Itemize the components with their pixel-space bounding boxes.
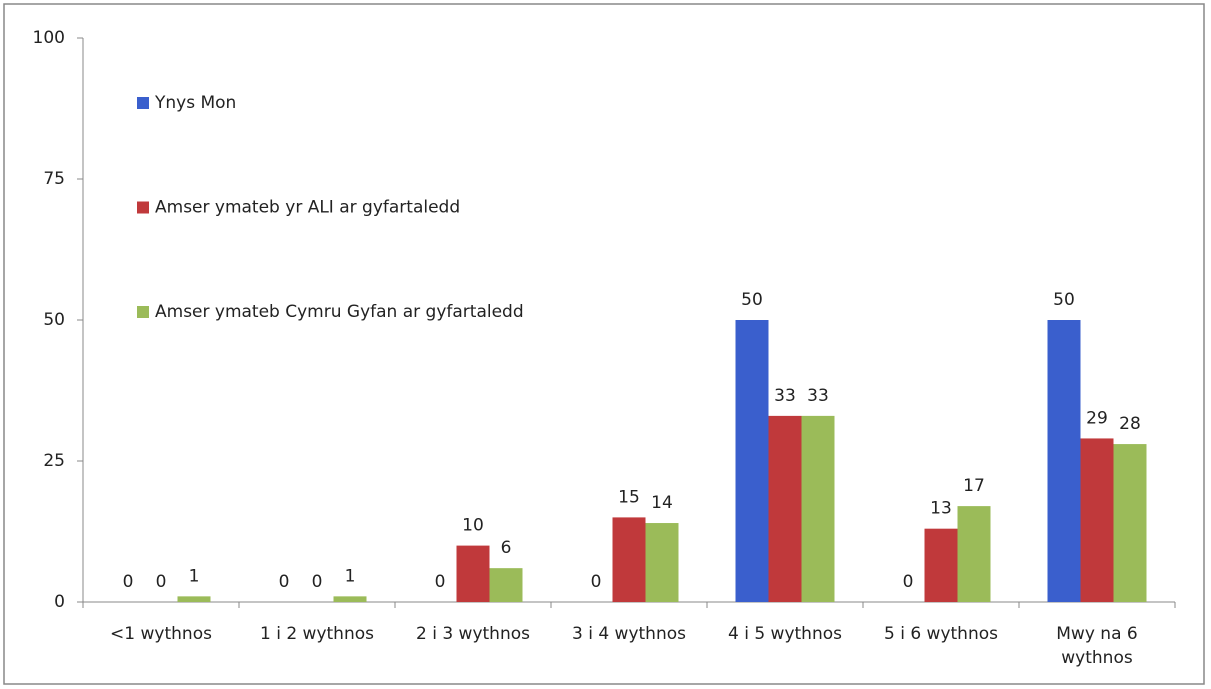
x-tick-label: 5 i 6 wythnos: [883, 624, 998, 644]
x-tick-label: Mwy na 6 wythnos: [1056, 624, 1138, 668]
legend-label: Amser ymateb yr ALI ar gyfartaledd: [155, 198, 460, 218]
value-label: 0: [279, 572, 290, 592]
value-label: 1: [345, 566, 356, 586]
bar: [645, 523, 679, 602]
value-label: 10: [462, 516, 484, 536]
x-tick-label: 1 i 2 wythnos: [259, 624, 374, 644]
bar: [1080, 438, 1114, 602]
x-tick-label: <1 wythnos: [110, 624, 212, 644]
value-label: 0: [123, 572, 134, 592]
value-label: 15: [618, 487, 640, 507]
value-label: 0: [435, 572, 446, 592]
bar: [456, 545, 490, 602]
y-tick-label: 0: [54, 592, 65, 612]
bar: [1047, 320, 1081, 602]
value-label: 29: [1086, 408, 1108, 428]
bar: [1113, 444, 1147, 602]
bar: [801, 415, 835, 602]
legend-swatch: [137, 97, 149, 109]
value-label: 17: [963, 476, 985, 496]
value-label: 1: [189, 566, 200, 586]
value-label: 33: [774, 386, 796, 406]
bar: [768, 415, 802, 602]
value-label: 14: [651, 493, 673, 513]
x-tick-label: 4 i 5 wythnos: [727, 624, 842, 644]
bar: [735, 320, 769, 602]
value-label: 50: [741, 290, 763, 310]
bar: [924, 528, 958, 602]
bar: [957, 506, 991, 602]
value-label: 33: [807, 386, 829, 406]
chart-border: [3, 3, 1205, 685]
legend-swatch: [137, 201, 149, 214]
x-tick-label: 3 i 4 wythnos: [571, 624, 686, 644]
bar: [612, 517, 646, 602]
value-label: 6: [501, 538, 512, 558]
value-label: 28: [1119, 414, 1141, 434]
y-tick-label: 50: [43, 310, 65, 330]
bar: [489, 568, 523, 602]
legend-label: Ynys Mon: [154, 93, 236, 113]
bar: [177, 596, 211, 602]
x-tick-label: 2 i 3 wythnos: [415, 624, 530, 644]
value-label: 0: [312, 572, 323, 592]
y-tick-label: 100: [33, 28, 65, 48]
y-tick-label: 25: [43, 451, 65, 471]
value-label: 13: [930, 499, 952, 519]
value-label: 0: [156, 572, 167, 592]
value-label: 0: [903, 572, 914, 592]
legend-swatch: [137, 306, 149, 318]
value-label: 0: [591, 572, 602, 592]
y-tick-label: 75: [43, 169, 65, 189]
value-label: 50: [1053, 290, 1075, 310]
legend-label: Amser ymateb Cymru Gyfan ar gyfartaledd: [155, 302, 524, 322]
bar: [333, 596, 367, 602]
